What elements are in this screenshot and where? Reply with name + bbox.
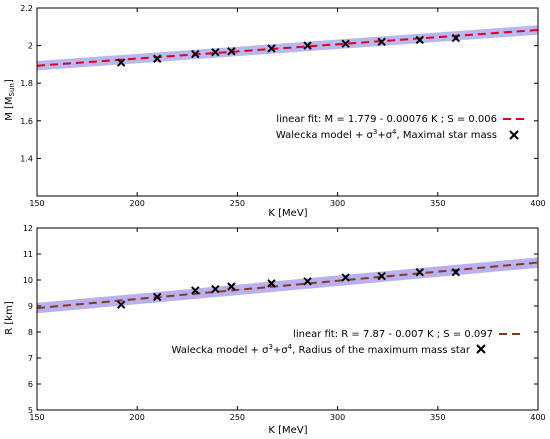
radius-data-point [153,292,162,302]
mass-ytick-label: 1.6 [20,117,33,126]
radius-data-point [341,273,350,282]
radius-legend-model-label: Walecka model + σ3+σ4, Radius of the max… [172,343,471,356]
radius-data-point [116,300,126,309]
mass-xtick-label: 350 [430,199,445,208]
radius-data-point [451,267,461,277]
radius-xlabel: K [MeV] [268,425,307,436]
radius-plot-frame [36,227,539,411]
mass-xlabel: K [MeV] [268,208,307,219]
radius-xtick-label: 150 [29,413,44,422]
mass-data-point [303,41,312,50]
radius-ytick-label: 7 [28,354,33,363]
mass-data-point [211,47,220,57]
mass-data-point [415,35,424,45]
mass-data-point [451,33,461,43]
mass-data-point [267,44,276,53]
mass-data-point [153,54,162,63]
radius-data-point [191,286,200,295]
radius-xtick-label: 400 [530,413,545,422]
radius-legend-fit-label: linear fit: R = 7.87 - 0.007 K ; S = 0.0… [293,329,493,340]
mass-data-point [116,58,126,67]
radius-ytick-label: 9 [28,302,33,311]
mass-data-point [227,47,236,56]
mass-xtick-label: 400 [530,199,545,208]
mass-fit-line [36,28,539,67]
radius-xtick-label: 250 [230,413,245,422]
mass-ylabel: M [MSun] [4,79,16,121]
mass-xtick-label: 200 [130,199,145,208]
mass-xtick-label: 150 [29,199,44,208]
mass-xtick-label: 300 [330,199,345,208]
radius-data-point [303,277,312,286]
radius-data-point [211,284,220,294]
mass-plot-frame [36,7,539,197]
radius-xtick-label: 350 [430,413,445,422]
radius-ytick-label: 12 [23,224,33,233]
radius-ytick-label: 10 [23,276,33,285]
radius-ytick-label: 8 [28,328,33,337]
radius-legend: linear fit: R = 7.87 - 0.007 K ; S = 0.0… [172,329,522,356]
mass-data-point [191,49,200,59]
mass-legend: linear fit: M = 1.779 - 0.00076 K ; S = … [276,114,525,141]
radius-data-point [415,267,424,277]
mass-ytick-label: 2 [28,42,33,51]
radius-ylabel: R [km] [4,301,15,335]
radius-data-point [267,279,276,288]
mass-ytick-label: 2.2 [20,4,33,13]
mass-ytick-label: 1.8 [20,79,33,88]
mass-legend-model-label: Walecka model + σ3+σ4, Maximal star mass [276,128,497,141]
radius-ytick-label: 11 [23,250,33,259]
radius-legend-model-swatch [476,344,486,354]
radius-ytick-label: 5 [28,406,33,415]
mass-data-point [341,39,350,48]
mass-ytick-label: 1.4 [20,154,33,163]
mass-data-point [377,37,386,47]
radius-data-point [227,282,236,291]
radius-data-point [377,271,386,281]
radius-xtick-label: 300 [330,413,345,422]
mass-xtick-label: 250 [230,199,245,208]
radius-panel: 150 200 250 300 350 400 5 6 7 8 9 10 11 12 K [MeV] R … [4,224,546,436]
mass-legend-model-swatch [509,130,519,140]
mass-legend-fit-label: linear fit: M = 1.779 - 0.00076 K ; S = … [276,114,497,125]
radius-ytick-label: 6 [28,380,33,389]
radius-xtick-label: 200 [130,413,145,422]
